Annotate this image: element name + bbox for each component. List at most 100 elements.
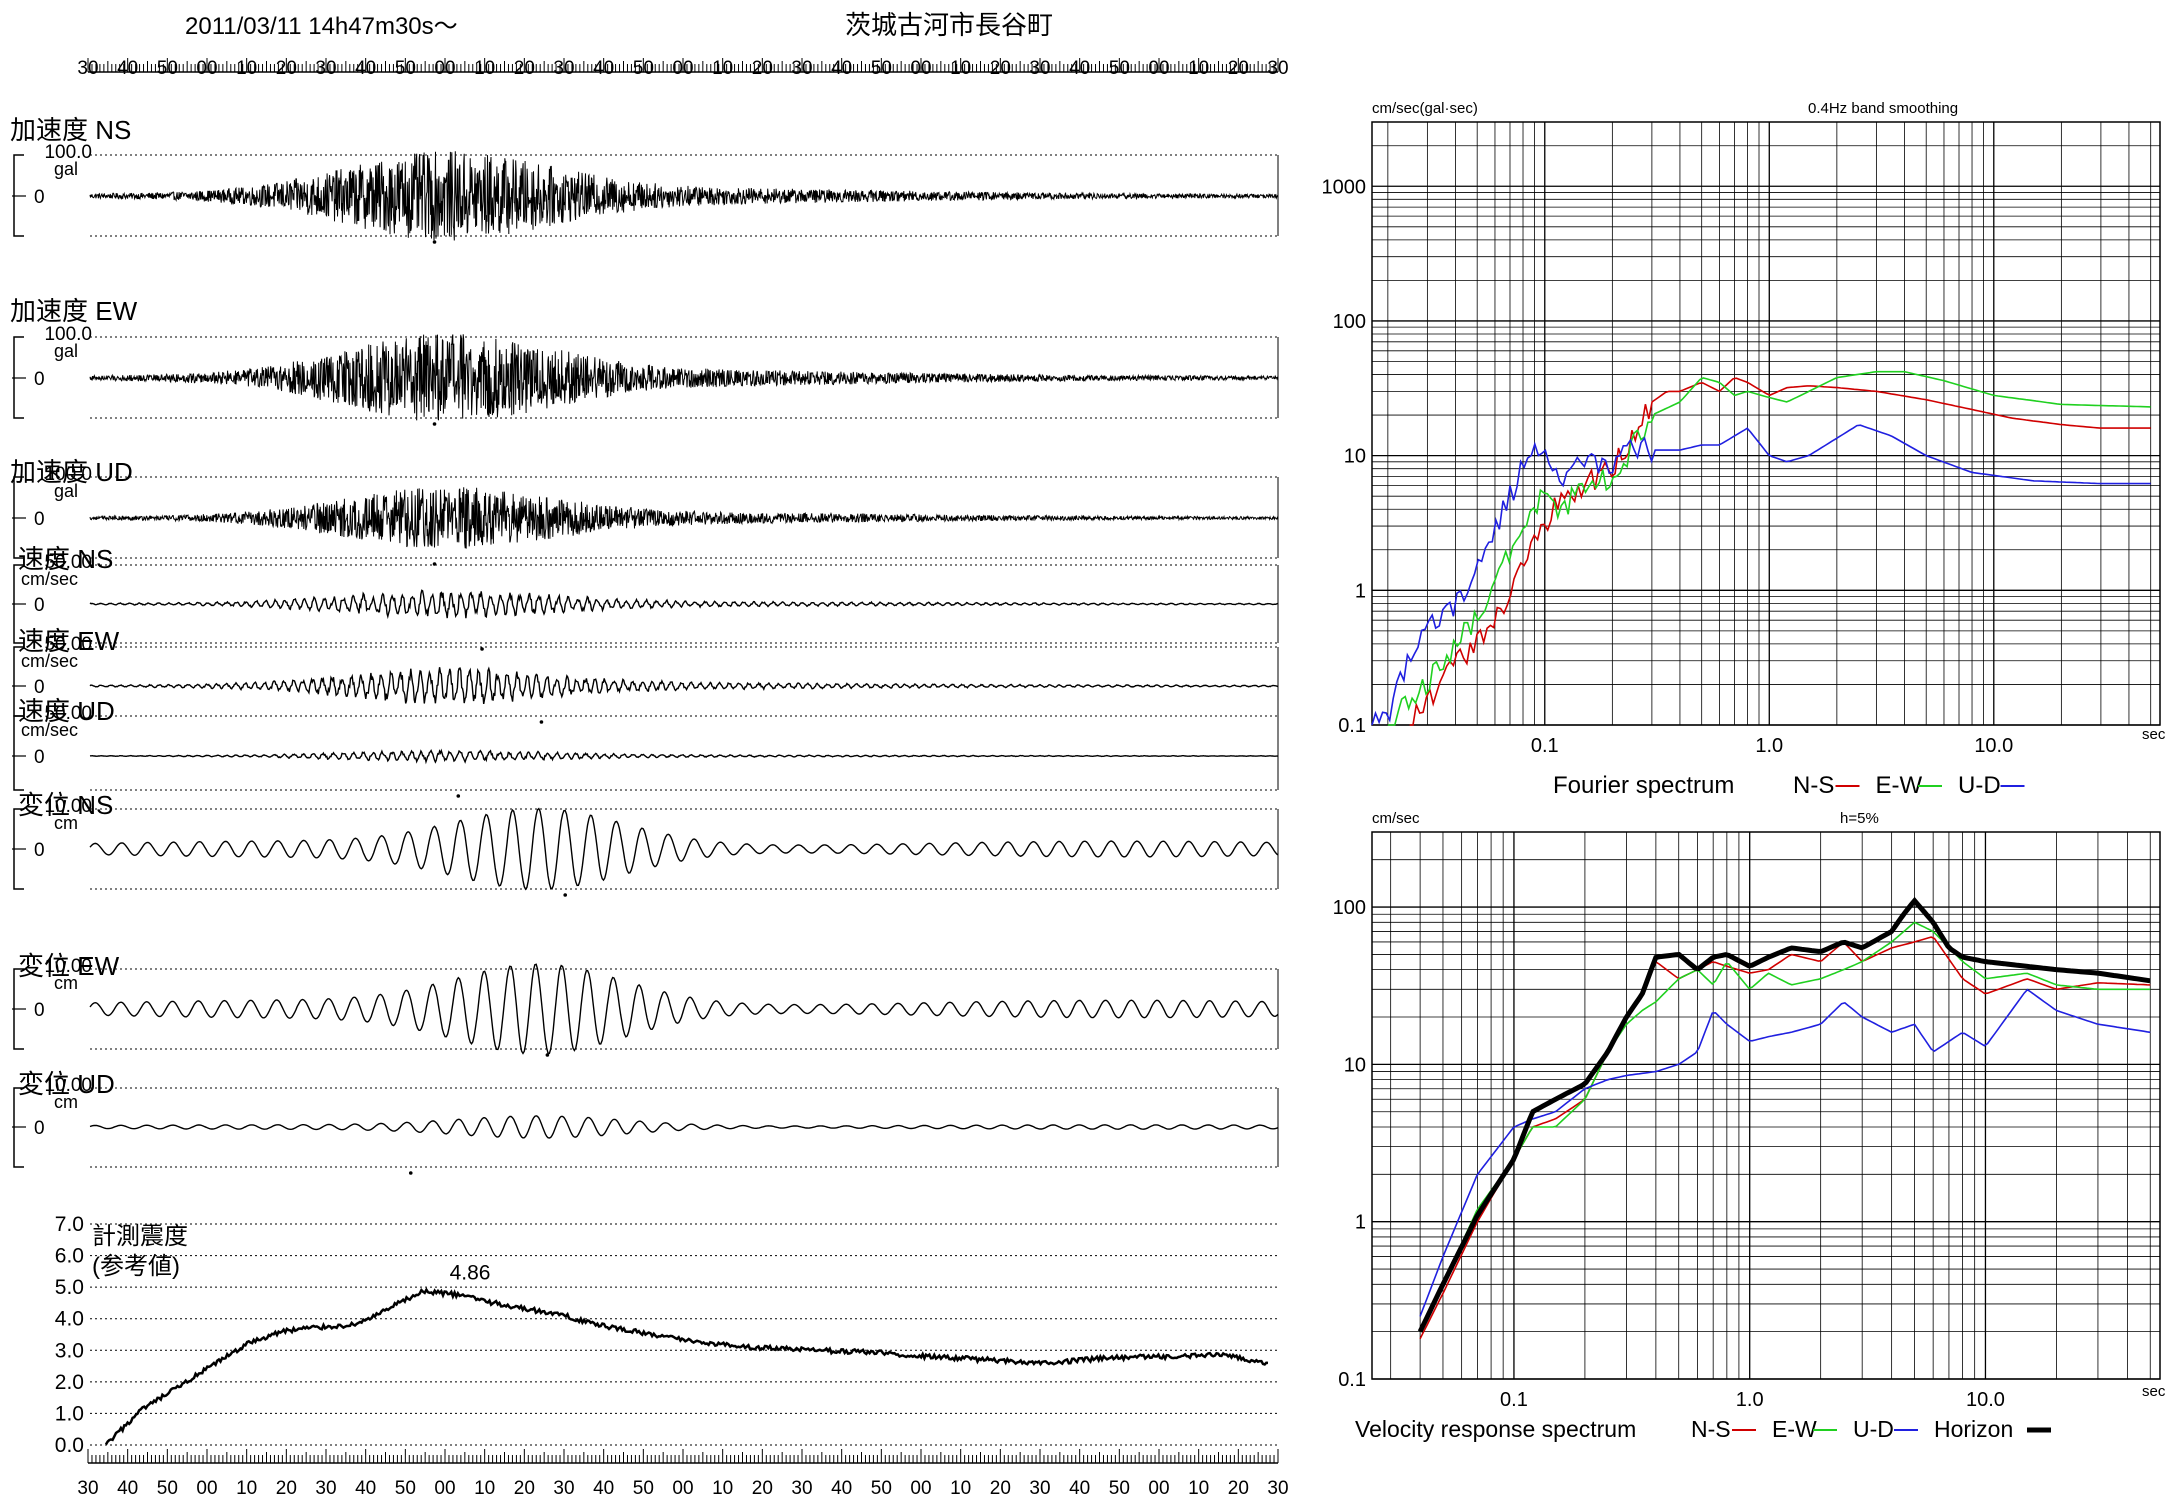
time-axis-label: 40 — [117, 58, 138, 79]
trace-waveform — [89, 807, 1279, 891]
trace-peak-marker — [432, 240, 437, 244]
time-axis-label: 30 — [77, 1478, 98, 1499]
trace-title: 変位 UD — [18, 1069, 115, 1099]
time-axis-label: 40 — [355, 58, 376, 79]
trace-scale-bracket — [13, 715, 24, 791]
intensity-max-label: 4.86 — [450, 1262, 491, 1285]
spectrum-x-tick-label: 1.0 — [1755, 735, 1783, 757]
time-axis-label: 00 — [672, 1478, 693, 1499]
trace-zero-label: 0 — [34, 595, 45, 616]
trace-scale-value: 50.00 — [44, 703, 92, 724]
time-axis-label: 30 — [791, 1478, 812, 1499]
trace-scale-value: 50.00 — [44, 552, 92, 573]
legend-entry-label: Horizon — [1934, 1416, 2013, 1442]
trace-unit: cm — [54, 973, 78, 993]
fourier-xunit: sec — [2142, 726, 2166, 743]
spectrum-y-tick-label: 0.1 — [1338, 1369, 1366, 1391]
spectrum-y-tick-label: 100 — [1333, 311, 1366, 333]
trace-peak-marker — [545, 1053, 550, 1057]
time-axis-label: 50 — [1109, 58, 1130, 79]
spectrum-y-tick-label: 100 — [1333, 897, 1366, 919]
trace-peak-marker — [432, 422, 437, 426]
time-axis-label: 20 — [1228, 58, 1249, 79]
legend-entry-label: E-W — [1876, 772, 1923, 799]
spectrum-frame — [1371, 121, 2161, 726]
trace-scale-value: 100.0 — [44, 464, 92, 485]
spectrum-series-u-d — [1371, 424, 2151, 726]
fourier-ylabel: cm/sec(gal·sec) — [1372, 100, 1478, 117]
spectrum-x-tick-label: 10.0 — [1966, 1389, 2005, 1411]
time-axis-label: 50 — [1109, 1478, 1130, 1499]
time-axis-label: 40 — [1069, 58, 1090, 79]
fourier-spectrum-panel: cm/sec(gal·sec) 0.4Hz band smoothing sec… — [1322, 100, 2166, 757]
time-axis-label: 00 — [434, 58, 455, 79]
time-axis-label: 40 — [831, 58, 852, 79]
trace-unit: gal — [54, 159, 78, 179]
trace-unit: cm/sec — [21, 651, 78, 671]
time-axis-label: 00 — [196, 58, 217, 79]
time-axis-label: 20 — [514, 58, 535, 79]
intensity-tick-label: 3.0 — [55, 1339, 84, 1362]
intensity-tick-label: 2.0 — [55, 1371, 84, 1394]
trace-scale-value: 100.0 — [44, 142, 92, 163]
time-axis-label: 20 — [990, 58, 1011, 79]
spectrum-x-tick-label: 10.0 — [1974, 735, 2013, 757]
time-axis-label: 10 — [712, 1478, 733, 1499]
spectrum-y-tick-label: 1 — [1355, 580, 1366, 602]
time-axis-label: 00 — [434, 1478, 455, 1499]
trace-zero-label: 0 — [34, 677, 45, 698]
time-axis-label: 10 — [1188, 58, 1209, 79]
trace-scale-value: 10.00 — [44, 956, 92, 977]
time-axis-label: 10 — [236, 1478, 257, 1499]
trace-scale-value: 50.00 — [44, 634, 92, 655]
time-axis-label: 00 — [910, 58, 931, 79]
trace-unit: cm — [54, 1092, 78, 1112]
time-axis-label: 30 — [77, 58, 98, 79]
time-axis-label: 40 — [355, 1478, 376, 1499]
intensity-tick-label: 7.0 — [55, 1213, 84, 1236]
spectrum-x-tick-label: 0.1 — [1531, 735, 1559, 757]
trace-waveform — [89, 1115, 1279, 1139]
intensity-tick-label: 0.0 — [55, 1434, 84, 1457]
time-axis-label: 20 — [1228, 1478, 1249, 1499]
time-axis-label: 30 — [553, 1478, 574, 1499]
spectrum-y-tick-label: 10 — [1344, 1054, 1366, 1076]
trace-waveform — [89, 487, 1279, 549]
spectrum-series-horizon — [1417, 896, 2151, 1333]
trace-unit: cm/sec — [21, 720, 78, 740]
velocity-response-panel: cm/sec h=5% sec 0.1 1.0 10.0 0.1 1 10 100 — [1333, 810, 2166, 1411]
time-axis-label: 50 — [157, 58, 178, 79]
trace-peak-marker — [456, 794, 461, 798]
time-axis-label: 40 — [1069, 1478, 1090, 1499]
time-axis-label: 30 — [1029, 1478, 1050, 1499]
response-ylabel: cm/sec — [1372, 810, 1420, 827]
spectrum-y-tick-label: 0.1 — [1338, 715, 1366, 737]
trace-title: 変位 EW — [18, 951, 120, 981]
fourier-legend-title: Fourier spectrum — [1553, 772, 1734, 799]
intensity-title: 計測震度 — [92, 1223, 188, 1250]
time-axis-label: 20 — [752, 58, 773, 79]
legend-entry-label: N-S — [1691, 1416, 1731, 1442]
trace-zero-label: 0 — [34, 369, 45, 390]
spectrum-x-tick-label: 1.0 — [1736, 1389, 1764, 1411]
time-axis-label: 30 — [1267, 1478, 1288, 1499]
time-axis-label: 50 — [871, 1478, 892, 1499]
time-axis-label: 20 — [276, 1478, 297, 1499]
time-axis-label: 30 — [791, 58, 812, 79]
trace-zero-label: 0 — [34, 840, 45, 861]
trace-waveform — [89, 151, 1279, 241]
intensity-panel: 計測震度 (参考値) 0.0 1.0 2.0 3.0 4.0 5.0 6.0 7.0 4.86 — [55, 1213, 1278, 1457]
trace-title: 加速度 NS — [10, 115, 131, 145]
time-axis-label: 30 — [315, 1478, 336, 1499]
time-axis-label: 30 — [1267, 58, 1288, 79]
trace-title: 加速度 UD — [10, 457, 133, 487]
fourier-legend: Fourier spectrum N-S E-W U-D — [1553, 772, 2025, 799]
time-axis-label: 20 — [514, 1478, 535, 1499]
trace-scale-value: 10.00 — [44, 796, 92, 817]
trace-waveform — [89, 589, 1279, 620]
trace-waveform — [89, 963, 1279, 1055]
intensity-tick-label: 5.0 — [55, 1276, 84, 1299]
